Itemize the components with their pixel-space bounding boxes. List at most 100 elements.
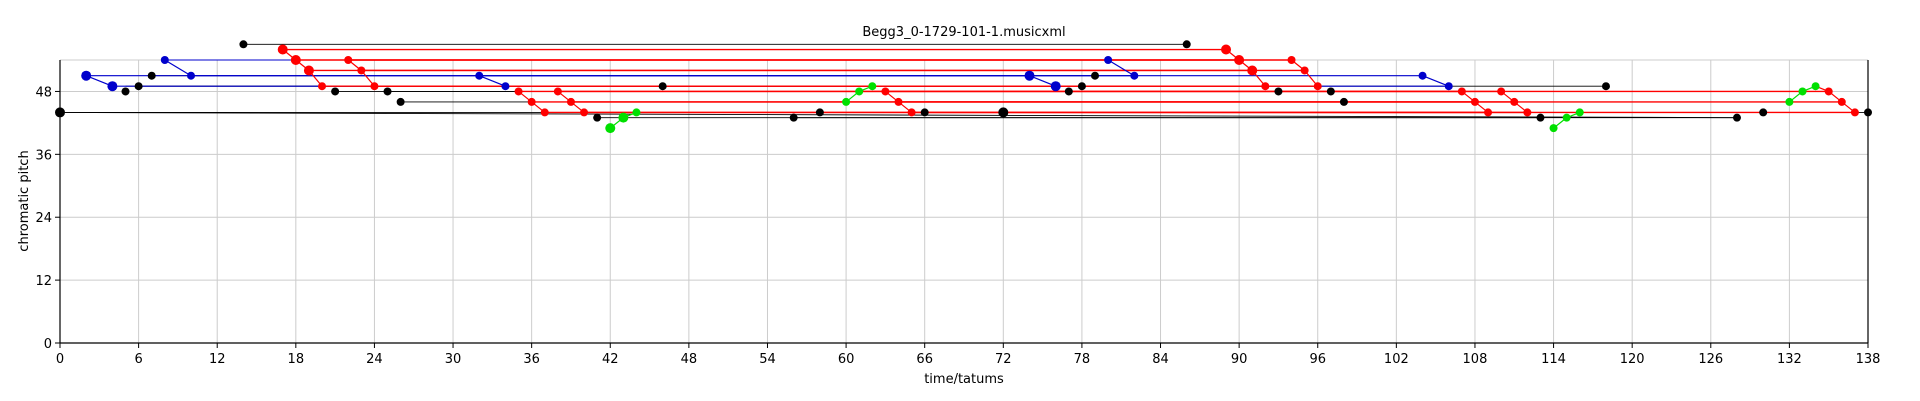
x-tick-label: 24	[366, 352, 383, 367]
data-point	[1850, 108, 1859, 117]
data-point	[370, 82, 379, 91]
data-point	[868, 82, 877, 91]
data-point	[1759, 108, 1768, 117]
data-point	[1182, 40, 1191, 49]
data-point	[632, 108, 641, 117]
x-axis-title: time/tatums	[924, 372, 1004, 387]
data-point	[1104, 56, 1113, 64]
data-point	[527, 97, 536, 106]
chain-line	[282, 49, 323, 87]
data-point	[658, 82, 667, 91]
data-point	[134, 82, 143, 91]
chain-line	[1107, 59, 1135, 77]
data-point	[593, 113, 602, 122]
data-point	[1091, 71, 1100, 80]
x-tick-label: 12	[209, 352, 226, 367]
data-point	[1457, 87, 1466, 96]
x-tick-label: 126	[1698, 352, 1723, 367]
x-tick-label: 114	[1541, 352, 1566, 367]
x-tick-label: 42	[602, 352, 619, 367]
chain-line	[479, 75, 506, 87]
link-lines	[59, 43, 1868, 119]
data-point	[1261, 82, 1270, 91]
x-tick-label: 78	[1074, 352, 1091, 367]
data-point	[501, 82, 510, 91]
data-point	[1287, 56, 1296, 64]
data-point	[605, 123, 616, 134]
data-point	[1077, 82, 1086, 91]
chain-line	[1422, 75, 1449, 87]
data-point	[318, 82, 327, 91]
data-point	[881, 87, 890, 96]
x-tick-label: 108	[1463, 352, 1488, 367]
data-point	[842, 97, 851, 106]
data-point	[160, 56, 169, 64]
data-point	[920, 108, 929, 117]
x-tick-label: 90	[1231, 352, 1248, 367]
data-point	[1601, 82, 1610, 91]
x-tick-label: 138	[1856, 352, 1881, 367]
chain-line	[872, 90, 912, 113]
y-tick-label: 36	[35, 148, 52, 163]
data-point	[580, 108, 589, 117]
data-point	[815, 108, 824, 117]
x-tick-label: 96	[1309, 352, 1326, 367]
data-point	[1536, 113, 1545, 122]
x-tick-label: 66	[916, 352, 933, 367]
data-point	[107, 81, 118, 92]
data-point	[1024, 70, 1035, 81]
x-tick-label: 6	[134, 352, 142, 367]
data-point	[1339, 97, 1348, 106]
chart-title: Begg3_0-1729-101-1.musicxml	[862, 25, 1065, 40]
data-point	[1444, 82, 1453, 91]
y-tick-label: 12	[35, 274, 52, 289]
data-point	[383, 87, 392, 96]
data-point	[1300, 66, 1309, 75]
link-line	[59, 111, 1737, 119]
data-point	[1837, 97, 1846, 106]
data-point	[121, 87, 130, 96]
data-point	[1798, 87, 1807, 96]
data-point	[894, 97, 903, 106]
data-point	[1562, 113, 1571, 122]
data-point	[396, 97, 405, 106]
chain-line	[1225, 49, 1266, 87]
data-point	[789, 113, 798, 122]
x-tick-label: 60	[838, 352, 855, 367]
x-tick-label: 102	[1384, 352, 1409, 367]
x-tick-label: 54	[759, 352, 776, 367]
data-point	[1418, 71, 1427, 80]
chain-line	[1815, 85, 1856, 113]
data-point	[303, 65, 314, 76]
x-tick-label: 48	[681, 352, 698, 367]
data-point	[1575, 108, 1584, 117]
data-point	[553, 87, 562, 96]
data-point	[357, 66, 366, 75]
data-point	[855, 87, 864, 96]
data-point	[566, 97, 575, 106]
data-point	[1510, 97, 1519, 106]
data-point	[1221, 44, 1232, 55]
data-point	[907, 108, 916, 117]
data-point	[618, 112, 629, 123]
data-point	[1497, 87, 1506, 96]
y-tick-label: 0	[44, 337, 52, 352]
x-tick-label: 120	[1620, 352, 1645, 367]
data-points	[55, 40, 1872, 134]
data-point	[344, 56, 353, 64]
data-point	[540, 108, 549, 117]
data-point	[1523, 108, 1532, 117]
data-point	[1549, 124, 1558, 133]
data-point	[290, 55, 301, 65]
x-tick-label: 84	[1152, 352, 1169, 367]
data-point	[1326, 87, 1335, 96]
data-point	[1274, 87, 1283, 96]
y-tick-label: 48	[35, 85, 52, 100]
data-point	[81, 70, 92, 81]
data-point	[331, 87, 340, 96]
data-point	[1785, 97, 1794, 106]
data-point	[1470, 97, 1479, 106]
data-point	[1811, 82, 1820, 91]
y-axis-title: chromatic pitch	[17, 150, 32, 251]
